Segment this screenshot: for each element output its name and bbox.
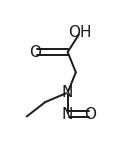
Text: O: O — [84, 107, 96, 122]
Text: OH: OH — [68, 25, 92, 40]
Text: N: N — [62, 107, 73, 122]
Text: O: O — [29, 44, 41, 60]
Text: N: N — [62, 85, 73, 100]
